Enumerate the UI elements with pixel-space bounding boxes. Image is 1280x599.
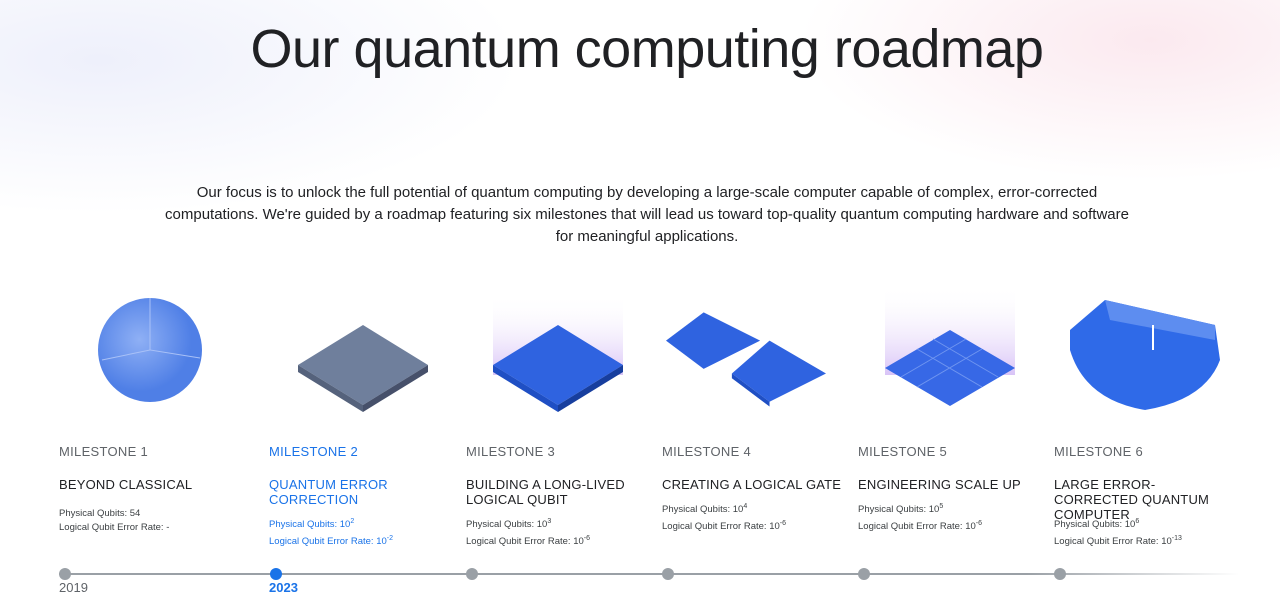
milestone-title: LARGE ERROR-CORRECTED QUANTUM COMPUTER <box>1054 477 1210 522</box>
error-rate: Logical Qubit Error Rate: - <box>59 522 170 533</box>
timeline-line <box>59 573 1239 575</box>
milestone-3[interactable]: MILESTONE 3 BUILDING A LONG-LIVED LOGICA… <box>466 444 656 549</box>
milestone-title: BUILDING A LONG-LIVED LOGICAL QUBIT <box>466 477 625 507</box>
milestone-label: MILESTONE 3 <box>466 444 556 459</box>
physical-qubits: Physical Qubits: 105 <box>858 503 944 516</box>
physical-qubits: Physical Qubits: 106 <box>1054 518 1140 531</box>
intro-paragraph: Our focus is to unlock the full potentia… <box>165 184 1129 245</box>
milestone-2[interactable]: MILESTONE 2 QUANTUM ERROR CORRECTION Phy… <box>269 444 459 549</box>
error-rate: Logical Qubit Error Rate: 10-6 <box>466 535 590 548</box>
physical-qubits: Physical Qubits: 102 <box>269 518 355 531</box>
error-rate: Logical Qubit Error Rate: 10-2 <box>269 535 393 548</box>
milestone-label: MILESTONE 1 <box>59 444 149 459</box>
milestone-label: MILESTONE 5 <box>858 444 948 459</box>
milestone-title: ENGINEERING SCALE UP <box>858 477 1021 492</box>
milestone-6[interactable]: MILESTONE 6 LARGE ERROR-CORRECTED QUANTU… <box>1054 444 1244 549</box>
milestone-4[interactable]: MILESTONE 4 CREATING A LOGICAL GATE Phys… <box>662 444 852 534</box>
milestone-1[interactable]: MILESTONE 1 BEYOND CLASSICAL Physical Qu… <box>59 444 249 535</box>
milestone-title: BEYOND CLASSICAL <box>59 477 193 492</box>
milestone-title: QUANTUM ERROR CORRECTION <box>269 477 388 507</box>
physical-qubits: Physical Qubits: 104 <box>662 503 748 516</box>
blue-chip-illustration <box>493 295 623 412</box>
timeline-dot-1[interactable] <box>59 568 71 580</box>
timeline-dot-4[interactable] <box>662 568 674 580</box>
error-rate: Logical Qubit Error Rate: 10-6 <box>662 520 786 533</box>
timeline-dot-3[interactable] <box>466 568 478 580</box>
year-label-active: 2023 <box>269 580 298 595</box>
milestone-label: MILESTONE 4 <box>662 444 752 459</box>
physical-qubits: Physical Qubits: 103 <box>466 518 552 531</box>
milestone-label: MILESTONE 2 <box>269 444 359 459</box>
error-rate: Logical Qubit Error Rate: 10-6 <box>858 520 982 533</box>
milestone-label: MILESTONE 6 <box>1054 444 1144 459</box>
header-background <box>0 0 1280 280</box>
milestone-title: CREATING A LOGICAL GATE <box>662 477 842 492</box>
grey-chip-illustration <box>298 325 428 412</box>
large-computer-illustration <box>1070 300 1220 410</box>
timeline-dot-2[interactable] <box>270 568 282 580</box>
error-rate: Logical Qubit Error Rate: 10-13 <box>1054 535 1182 548</box>
page-title: Our quantum computing roadmap <box>250 19 1044 79</box>
physical-qubits: Physical Qubits: 54 <box>59 508 141 519</box>
tiled-chip-illustration <box>885 285 1015 406</box>
two-chips-illustration <box>666 312 826 407</box>
timeline-dot-5[interactable] <box>858 568 870 580</box>
sphere-illustration <box>98 298 202 402</box>
milestone-5[interactable]: MILESTONE 5 ENGINEERING SCALE UP Physica… <box>858 444 1048 534</box>
year-label: 2019 <box>59 580 88 595</box>
timeline-dot-6[interactable] <box>1054 568 1066 580</box>
